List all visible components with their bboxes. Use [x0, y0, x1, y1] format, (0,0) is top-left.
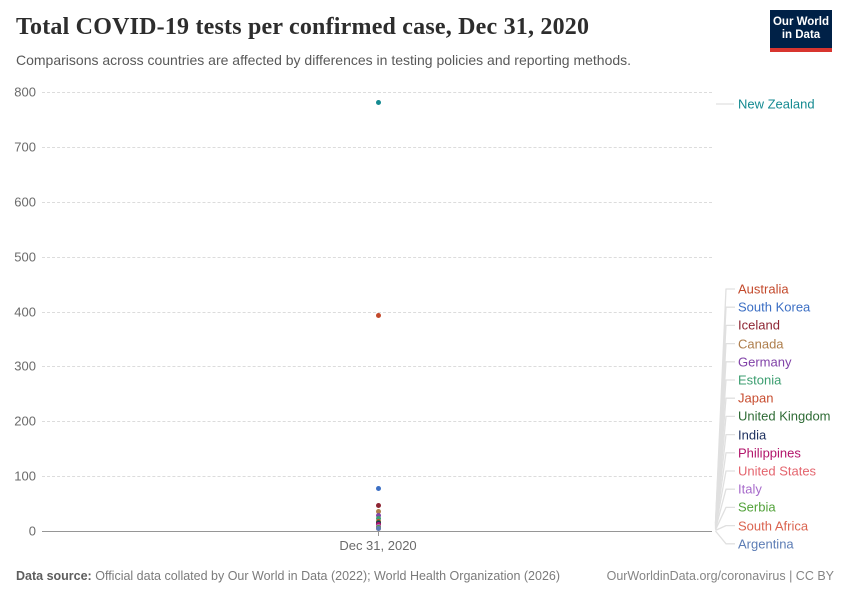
x-axis-label: Dec 31, 2020	[339, 538, 417, 553]
data-point-argentina[interactable]	[375, 526, 381, 532]
legend-label-estonia[interactable]: Estonia	[738, 372, 782, 388]
page-title: Total COVID-19 tests per confirmed case,…	[16, 14, 590, 40]
legend-label-united-kingdom[interactable]: United Kingdom	[738, 408, 831, 424]
y-tick-label-500: 500	[14, 249, 36, 265]
connector-argentina	[714, 530, 735, 545]
connector-united-kingdom	[714, 415, 735, 527]
chart-subtitle: Comparisons across countries are affecte…	[16, 52, 632, 68]
y-tick-label-700: 700	[14, 139, 36, 155]
connector-philippines	[714, 452, 735, 529]
y-tick-label-400: 400	[14, 304, 36, 319]
legend-label-germany[interactable]: Germany	[738, 354, 792, 370]
gridline-400	[42, 311, 712, 313]
connector-estonia	[714, 379, 735, 526]
logo-line2: in Data	[781, 29, 821, 41]
connector-germany	[714, 361, 735, 526]
gridline-600	[42, 201, 712, 203]
legend-label-new-zealand[interactable]: New Zealand	[738, 96, 815, 112]
connector-canada	[714, 342, 735, 525]
connector-japan	[714, 397, 735, 527]
data-point-new-zealand[interactable]	[375, 100, 381, 106]
data-point-south-korea[interactable]	[375, 486, 381, 492]
gridline-300	[42, 366, 712, 368]
legend-label-italy[interactable]: Italy	[738, 481, 762, 497]
legend-label-south-africa[interactable]: South Africa	[738, 518, 809, 534]
connector-south-africa	[715, 524, 735, 531]
footer-link[interactable]: OurWorldinData.org/coronavirus | CC BY	[606, 569, 834, 583]
data-point-germany[interactable]	[375, 513, 381, 519]
gridline-100	[42, 476, 712, 478]
y-tick-label-0: 0	[28, 523, 36, 539]
data-point-australia[interactable]	[375, 313, 381, 319]
footer-data-source: Data source: Official data collated by O…	[16, 569, 560, 583]
legend-label-serbia[interactable]: Serbia	[738, 499, 776, 515]
data-source-text: Official data collated by Our World in D…	[95, 569, 561, 583]
gridline-200	[42, 421, 712, 423]
legend-label-south-korea[interactable]: South Korea	[738, 299, 811, 315]
data-source-label: Data source:	[16, 569, 92, 583]
legend-label-iceland[interactable]: Iceland	[738, 317, 780, 333]
connector-serbia	[714, 506, 735, 531]
legend-label-india[interactable]: India	[738, 427, 767, 443]
legend-label-japan[interactable]: Japan	[738, 390, 774, 406]
connector-india	[714, 433, 735, 528]
y-tick-label-200: 200	[14, 413, 36, 429]
connector-south-korea	[714, 306, 735, 524]
connector-australia	[714, 288, 735, 523]
y-tick-label-800: 800	[14, 84, 36, 100]
gridline-500	[42, 256, 712, 258]
legend-label-philippines[interactable]: Philippines	[738, 445, 801, 461]
connector-united-states	[714, 470, 735, 529]
data-point-iceland[interactable]	[375, 502, 381, 508]
x-axis-line	[42, 531, 712, 532]
owid-logo[interactable]: Our World in Data	[770, 10, 832, 52]
connector-iceland	[714, 324, 735, 524]
legend-label-argentina[interactable]: Argentina	[738, 536, 794, 552]
legend-label-united-states[interactable]: United States	[738, 463, 817, 479]
gridline-800	[42, 92, 712, 93]
y-tick-label-600: 600	[14, 194, 36, 210]
data-point-canada[interactable]	[375, 508, 381, 514]
connector-italy	[714, 488, 735, 530]
legend-label-canada[interactable]: Canada	[738, 336, 784, 352]
logo-line1: Our World	[772, 16, 829, 28]
x-axis-tick	[378, 531, 379, 536]
legend-label-australia[interactable]: Australia	[738, 281, 789, 297]
y-tick-label-300: 300	[14, 358, 36, 374]
y-tick-label-100: 100	[14, 468, 36, 484]
gridline-700	[42, 146, 712, 148]
